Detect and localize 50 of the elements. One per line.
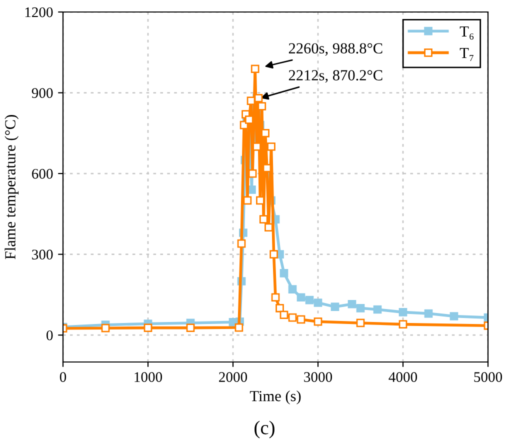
point <box>348 300 356 308</box>
point <box>314 317 322 326</box>
y-tick-label: 1200 <box>25 7 53 18</box>
point <box>259 215 268 224</box>
point <box>314 298 322 307</box>
point <box>270 250 278 258</box>
point <box>356 304 365 312</box>
point <box>373 305 382 314</box>
point <box>271 293 280 302</box>
point <box>296 293 306 302</box>
point <box>288 313 297 322</box>
y-tick-label: 600 <box>32 168 53 179</box>
y-tick-label: 900 <box>32 88 53 98</box>
point <box>264 223 273 232</box>
point <box>248 169 257 178</box>
x-tick-label: 5000 <box>474 372 502 382</box>
point <box>250 64 260 74</box>
point <box>280 310 288 320</box>
x-tick-label: 0 <box>60 372 66 382</box>
x-tick-label: 1000 <box>134 372 162 382</box>
x-tick-label: 4000 <box>388 372 418 382</box>
legend-label: T₇ <box>460 48 474 62</box>
point <box>243 196 252 205</box>
point <box>276 304 284 312</box>
annotation: 2212s, 870.2°C <box>288 70 382 83</box>
point <box>267 142 276 151</box>
text: (c) <box>254 420 274 438</box>
point <box>450 312 458 320</box>
point <box>398 308 408 316</box>
point <box>296 315 306 324</box>
point <box>144 324 152 332</box>
x-tick-label: 2000 <box>219 372 248 382</box>
y-tick-label: 300 <box>32 250 53 260</box>
point <box>234 323 244 332</box>
y-tick-label: 0 <box>46 330 53 340</box>
point <box>101 324 110 332</box>
point <box>305 296 314 304</box>
point <box>288 285 297 294</box>
point <box>280 268 288 278</box>
point <box>424 309 433 318</box>
point <box>186 324 195 332</box>
annotation: 2260s, 988.8°C <box>288 43 382 56</box>
point <box>356 318 365 328</box>
point <box>330 302 340 311</box>
legend-label: T₆ <box>460 26 474 40</box>
x-tick-label: 3000 <box>304 372 332 382</box>
point <box>398 320 408 328</box>
x-axis-title: Time (s) <box>250 390 301 404</box>
y-axis-title: Flame temperature (°C) <box>4 115 19 260</box>
point <box>237 239 246 248</box>
